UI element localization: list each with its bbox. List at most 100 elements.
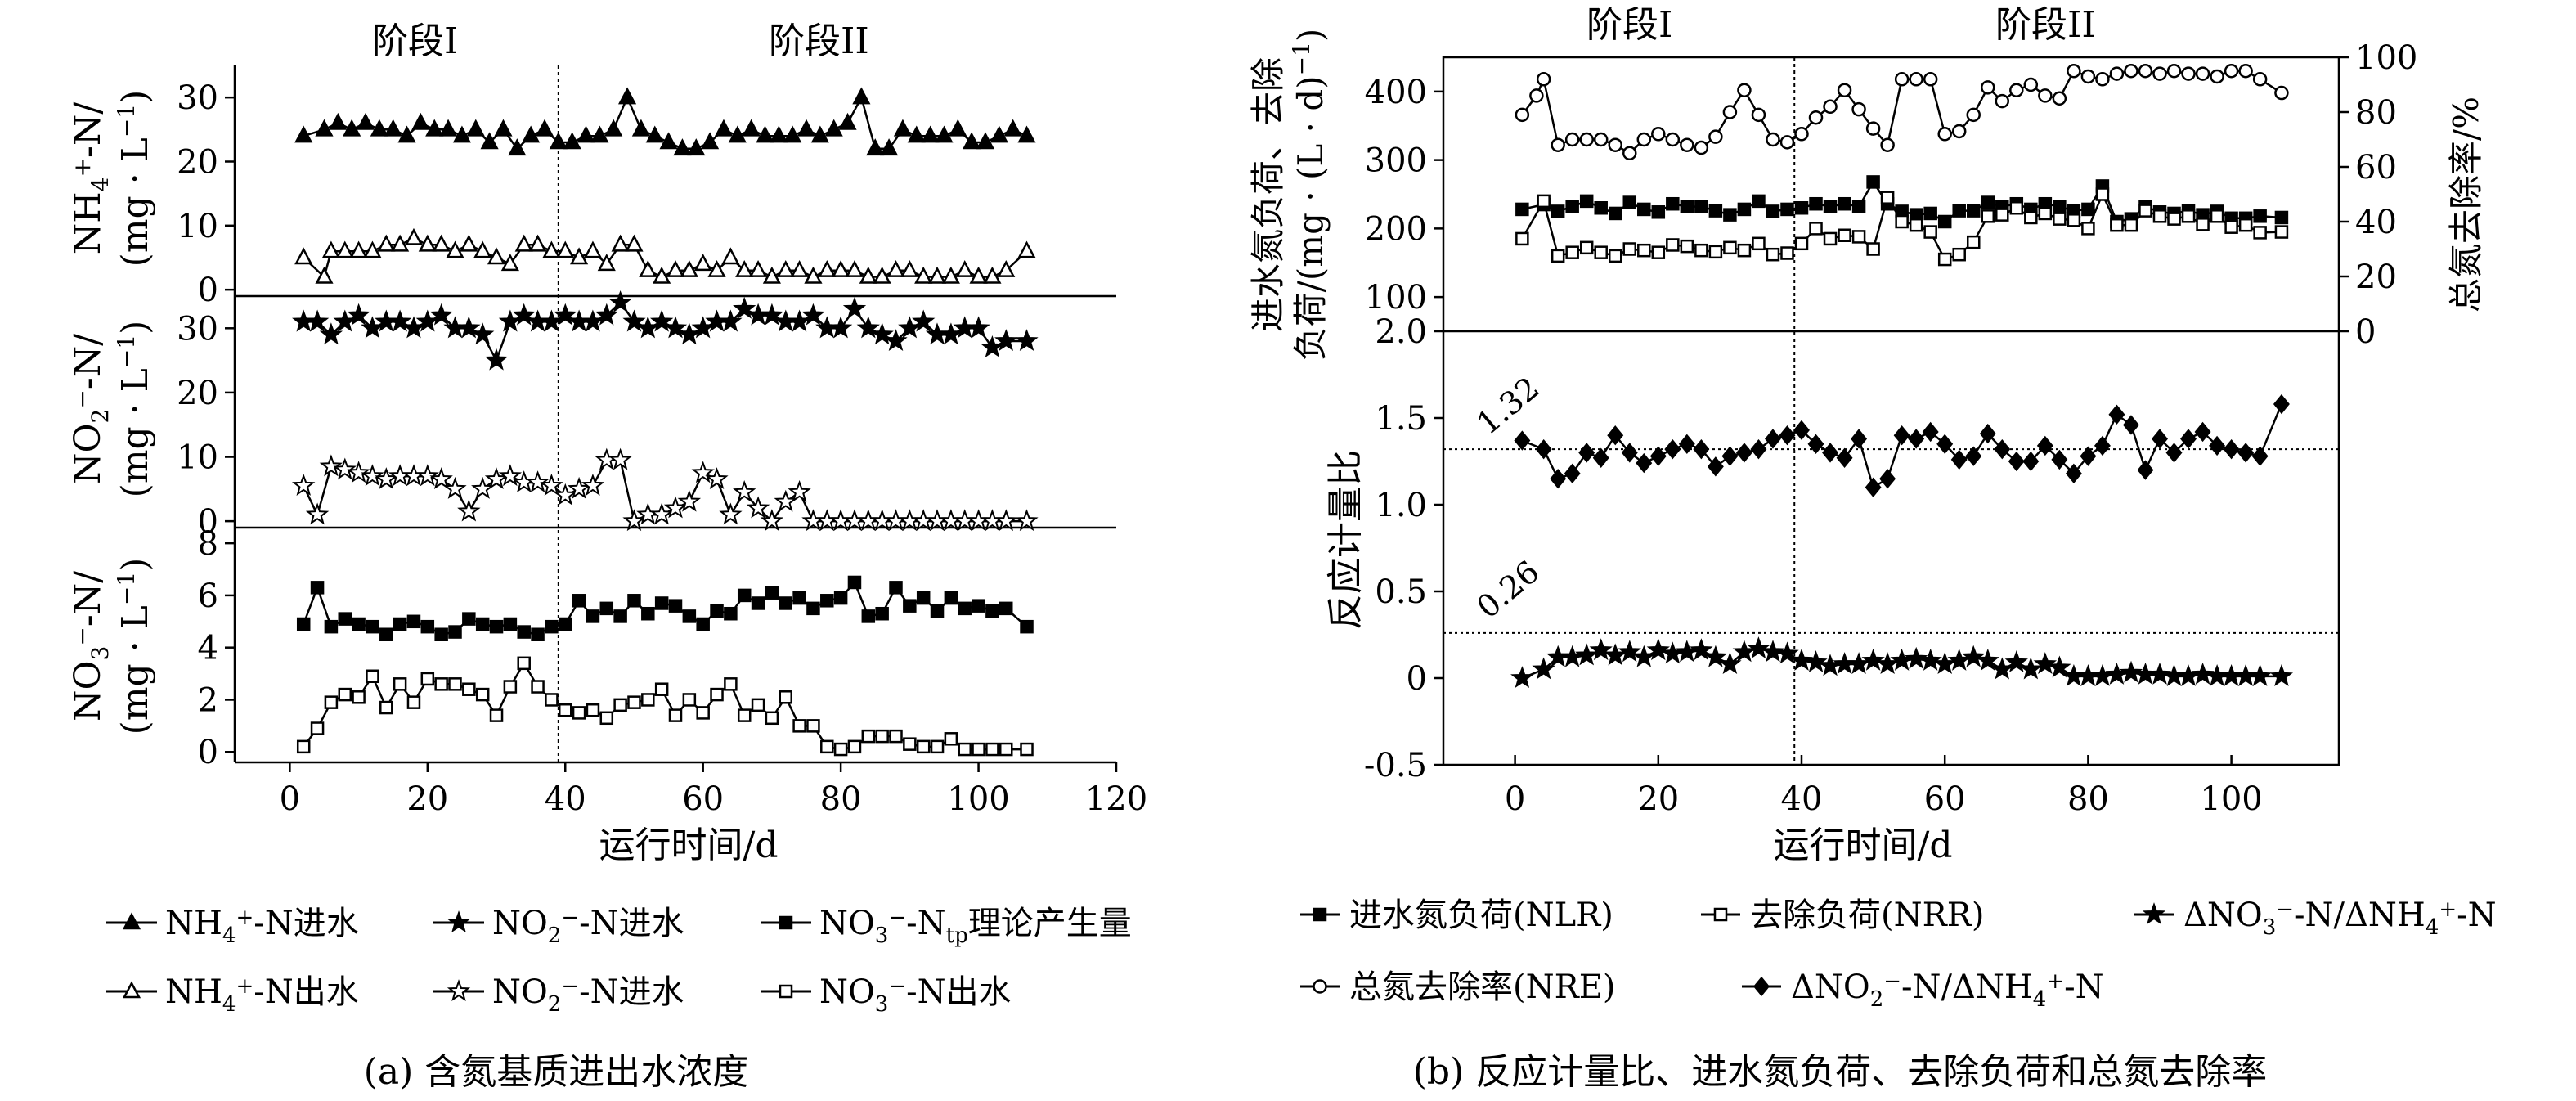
b-top-series2-point (1966, 235, 1981, 249)
b-top-series3-point (1823, 99, 1838, 115)
a-sub1-series1-point (604, 119, 623, 137)
b-bottom-series2-point (1560, 645, 1584, 667)
b-top-series3-point (2224, 64, 2239, 79)
b-top-series3-point (1837, 83, 1852, 97)
b-top-series2-point (2138, 204, 2152, 218)
b-top-series3-point (2095, 72, 2110, 87)
a-sub1-series1-point (1017, 125, 1036, 143)
b-top-series1-point (1680, 200, 1694, 213)
x-tick-label: 80 (2067, 780, 2109, 818)
a-ylabel-nh4: NH4+-N/ (mg · L−1) (67, 90, 156, 267)
b-ylabel-right: 总氮去除率/% (2446, 97, 2486, 312)
y-tick-label: 2 (198, 681, 218, 719)
b-bottom-series1-point (1807, 434, 1824, 454)
b-top-series2-point (2152, 209, 2167, 223)
b-ylabel-bottom: 反应计量比 (1325, 450, 1367, 630)
stage-label-1: 阶段I (372, 20, 458, 62)
b-top-series1-point (1651, 205, 1666, 219)
legend-b-item-5: ΔNO2−-N/ΔNH4+-N (1742, 968, 2104, 1012)
b-top-series3-point (2023, 77, 2039, 92)
b-bottom-series2-point (1510, 666, 1534, 689)
b-bottom-series1-point (1564, 463, 1581, 484)
legend-marker-shape (779, 915, 793, 930)
a-sub1-series2-point (983, 266, 1002, 284)
legend-marker (1753, 976, 1770, 997)
svg-text:(mg · L−1): (mg · L−1) (113, 90, 156, 267)
a-sub2-series1-point (994, 329, 1018, 352)
a-sub2-series1-point (719, 309, 743, 332)
svg-text:NH4+-N进水: NH4+-N进水 (165, 905, 359, 948)
a-sub3-series2-point (847, 739, 862, 754)
a-sub3-series1-point (710, 604, 724, 618)
y-tick-label: 0 (198, 734, 218, 771)
b-reference-label: 1.32 (1470, 370, 1546, 442)
a-sub3-series2-point (559, 703, 572, 717)
b-top-series2-point (1923, 225, 1937, 239)
a-sub1-series2-point (653, 266, 671, 284)
b-top-series1-point (1981, 195, 1995, 209)
b-top-series3-point (1923, 72, 1938, 87)
b-top-series3-point (1636, 132, 1652, 147)
a-sub3-series2-point (903, 737, 917, 751)
a-sub2-series1-point (484, 348, 509, 371)
a-sub3-series2-point (517, 656, 531, 671)
y-tick-label: 0 (198, 272, 218, 309)
b-top-series3-point (2210, 69, 2224, 84)
a-sub1-series1-point (797, 119, 816, 137)
a-sub3-series1-point (668, 599, 683, 613)
y-tick-label: 4 (198, 630, 218, 667)
a-sub1-series1-point (452, 125, 471, 143)
a-sub3-series1-point (972, 599, 985, 613)
a-sub3-series1-point (806, 601, 820, 616)
x-tick-label: 20 (406, 780, 448, 818)
a-sub3-series2-point (916, 739, 931, 754)
b-bottom-series1-point (2165, 443, 2183, 463)
b-top-series3-point (2109, 66, 2125, 81)
b-top-series2-point (1680, 239, 1694, 254)
a-sub2-series1-point (402, 316, 426, 339)
a-sub3-series2-point (489, 708, 504, 722)
a-sub1-series1-point (742, 119, 761, 137)
y-tick-label: 300 (1365, 142, 1427, 180)
a-sub3-series2-point (613, 698, 627, 712)
a-sub3-series2-point (779, 690, 792, 704)
b-top-series2-point (2053, 212, 2067, 226)
a-sub1-series1-point (990, 125, 1008, 143)
a-sub3-series1-point (889, 581, 903, 595)
a-sub3-series2-point (668, 708, 683, 722)
b-top-series2-point (2024, 210, 2038, 225)
a-sub1-series2-point (859, 266, 877, 284)
b-bottom-series2-point (1904, 646, 1928, 669)
a-sub2-series1-point (939, 322, 963, 345)
a-sub3-series2-point (930, 739, 945, 754)
a-sub1-series1-point (756, 125, 774, 143)
panel-a: 阶段I 阶段II 0 20 40 60 80 100 1200102030010203002… (67, 20, 1147, 1093)
legend-marker (779, 984, 793, 999)
a-sub1-series2-point (460, 234, 478, 252)
b-bottom-series1-point (1678, 434, 1695, 454)
b-top-series2-point (2274, 225, 2289, 239)
b-top-series2-point (1937, 252, 1952, 267)
b-top-series3-point (1909, 72, 1923, 87)
b-top-series2-point (2081, 222, 2095, 236)
a-sub3-series2-point (820, 739, 834, 754)
b-bottom-series1-point (2036, 435, 2053, 456)
a-sub2-series2-point (649, 502, 674, 525)
b-top-series3-point (2067, 64, 2081, 79)
a-sub2-series2-point (347, 461, 370, 483)
a-sub2-series1-point (498, 309, 523, 332)
b-top-series1-point (1694, 200, 1708, 213)
legend-a: NH4+-N进水 NO2−-N进水 NO3−-Ntp理论产生量 NH4+-N出水 (106, 905, 1132, 1017)
a-sub2-series1-point (581, 309, 605, 332)
a-sub1-series1-point (411, 112, 430, 130)
a-sub1-series2-point (735, 259, 754, 277)
b-top-series2-point (1551, 249, 1565, 263)
a-sub1-series1-point (659, 132, 678, 150)
b-top-series3-point (2274, 85, 2289, 101)
b-top-series1-point (1780, 202, 1794, 217)
legend-marker (447, 910, 471, 933)
b-top-series2-point (2124, 218, 2138, 232)
a-sub3-series2-point (393, 677, 407, 691)
b-top-series3-point (1579, 132, 1594, 147)
